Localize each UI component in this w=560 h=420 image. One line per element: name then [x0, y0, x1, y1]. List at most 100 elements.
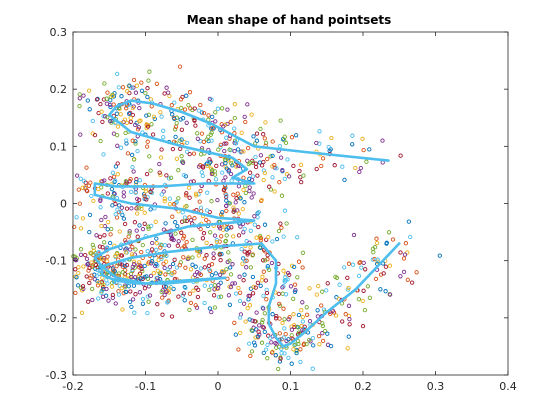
scatter-point [183, 285, 188, 291]
scatter-point [273, 316, 279, 321]
scatter-point [91, 198, 96, 204]
scatter-point [235, 147, 241, 152]
scatter-point [201, 110, 207, 116]
x-tick-label: 0.4 [499, 380, 517, 393]
scatter-point [345, 346, 350, 351]
scatter-point [204, 253, 209, 258]
scatter-point [258, 283, 263, 288]
scatter-point [250, 291, 256, 296]
scatter-point [375, 259, 380, 264]
scatter-point [230, 281, 235, 286]
scatter-point [328, 311, 333, 316]
scatter-point [233, 141, 239, 146]
scatter-point [207, 306, 213, 311]
scatter-point [164, 85, 169, 90]
y-tick-label: 0.3 [50, 26, 68, 39]
scatter-point [272, 162, 277, 168]
scatter-point [146, 299, 151, 304]
scatter-point [252, 214, 257, 219]
scatter-point [217, 226, 223, 231]
scatter-point [220, 210, 225, 215]
scatter-point [187, 90, 193, 95]
scatter-point [320, 289, 325, 294]
scatter-point [296, 312, 302, 318]
scatter-point [128, 119, 133, 124]
scatter-point [239, 246, 244, 252]
scatter-point [319, 303, 324, 308]
scatter-point [201, 231, 207, 236]
scatter-point [274, 166, 279, 171]
scatter-point [124, 262, 130, 268]
scatter-point [285, 157, 290, 162]
scatter-point [361, 288, 366, 293]
scatter-point [291, 264, 297, 270]
scatter-point [218, 142, 223, 148]
scatter-point [270, 349, 275, 354]
scatter-point [280, 168, 285, 173]
scatter-point [136, 125, 142, 130]
scatter-point [232, 320, 237, 325]
scatter-point [214, 163, 219, 169]
scatter-point [196, 253, 201, 258]
scatter-point [380, 138, 385, 143]
scatter-point [181, 172, 187, 178]
scatter-point [149, 122, 154, 127]
y-tick-label: -0.1 [46, 255, 67, 268]
scatter-point [202, 283, 207, 288]
scatter-point [87, 212, 93, 218]
scatter-point [253, 285, 258, 290]
scatter-point [239, 130, 244, 135]
scatter-point [209, 169, 215, 174]
scatter-point [86, 183, 92, 188]
scatter-point [136, 260, 142, 265]
scatter-point [358, 259, 363, 265]
scatter-point [101, 152, 106, 157]
scatter-point [151, 271, 156, 276]
scatter-point [226, 250, 231, 255]
scatter-point [346, 285, 351, 291]
scatter-point [164, 253, 169, 258]
scatter-point [89, 193, 94, 199]
scatter-point [74, 275, 79, 280]
scatter-point [113, 212, 118, 217]
scatter-point [283, 331, 288, 337]
scatter-point [134, 83, 140, 88]
scatter-point [106, 298, 111, 303]
scatter-point [280, 291, 285, 296]
scatter-point [291, 347, 296, 352]
scatter-point [125, 89, 130, 94]
scatter-point [336, 296, 342, 302]
scatter-point [213, 177, 219, 182]
scatter-point [112, 191, 117, 197]
scatter-point [108, 232, 113, 237]
scatter-point [161, 135, 166, 140]
scatter-point [137, 271, 143, 276]
scatter-point [200, 164, 206, 169]
scatter-point [340, 164, 345, 169]
scatter-point [98, 101, 103, 107]
scatter-point [276, 261, 281, 267]
scatter-point [182, 107, 188, 112]
scatter-point [286, 174, 292, 179]
scatter-point [87, 107, 92, 112]
scatter-point [77, 103, 82, 109]
scatter-point [147, 154, 152, 159]
scatter-point [115, 207, 120, 212]
scatter-point [85, 98, 90, 103]
scatter-point [324, 288, 329, 293]
scatter-point [160, 295, 165, 300]
scatter-point [297, 168, 302, 174]
scatter-point [175, 243, 180, 248]
scatter-point [201, 139, 207, 145]
scatter-point [135, 234, 140, 239]
scatter-point [111, 268, 116, 273]
scatter-point [120, 307, 125, 312]
scatter-point [187, 291, 193, 296]
scatter-point [216, 286, 221, 291]
scatter-point [90, 242, 95, 248]
scatter-point [358, 165, 363, 171]
scatter-point [169, 314, 175, 319]
scatter-point [258, 235, 264, 241]
scatter-point [242, 114, 247, 120]
